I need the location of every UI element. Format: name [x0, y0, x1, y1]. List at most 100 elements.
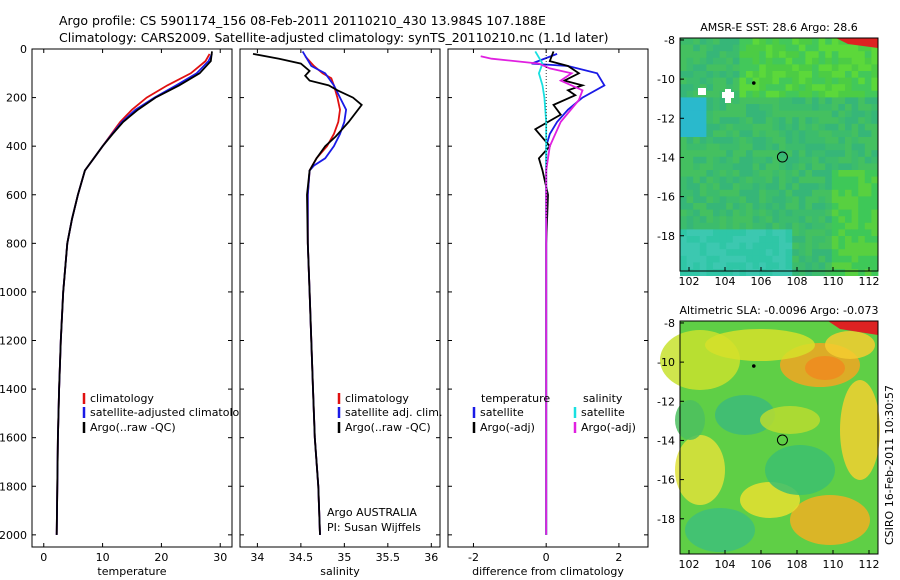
x-tick-label: 34 — [250, 551, 264, 564]
map-cell — [825, 196, 833, 204]
map-cell — [693, 130, 701, 138]
map-cell — [726, 71, 734, 78]
map-cell — [713, 249, 720, 257]
map-cell — [726, 143, 734, 151]
map-cell — [713, 77, 720, 85]
map-cell — [719, 150, 727, 158]
map-cell — [785, 150, 793, 158]
map-cell — [752, 262, 760, 270]
plot-frame — [447, 48, 649, 548]
map-cell — [680, 51, 687, 59]
map-cell — [680, 156, 687, 164]
map-cell — [864, 196, 872, 204]
map-cell — [732, 130, 740, 138]
map-cell — [713, 255, 720, 263]
map-cell — [858, 176, 866, 184]
map-cell — [732, 269, 740, 276]
map-cell — [686, 137, 694, 144]
map-cell — [812, 156, 819, 164]
profile-location-marker — [776, 434, 788, 446]
map-cell — [686, 97, 694, 105]
map-cell — [858, 77, 866, 85]
map-cell — [759, 77, 767, 85]
map-cell — [825, 64, 833, 72]
map-blob — [705, 329, 815, 361]
map-cell — [798, 196, 806, 204]
map-cell — [680, 44, 687, 52]
map-cell — [752, 189, 760, 197]
map-cell — [838, 236, 846, 243]
map-cell — [792, 143, 800, 151]
map-cell — [838, 71, 846, 78]
map-cell — [779, 163, 786, 171]
map-cell — [726, 236, 734, 243]
map-cell — [858, 163, 866, 171]
x-tick-label: 106 — [751, 275, 772, 288]
map-cell — [693, 110, 701, 118]
map-cell — [792, 229, 800, 237]
map-cell — [752, 170, 760, 177]
map-cell — [805, 236, 813, 243]
map-cell — [831, 269, 839, 276]
map-cell — [719, 44, 727, 52]
map-cell — [719, 143, 727, 151]
map-field — [660, 321, 880, 554]
map-cell — [838, 90, 846, 98]
map-cell — [759, 176, 767, 184]
map-cell — [812, 97, 819, 105]
map-cell — [765, 176, 773, 184]
map-cell — [726, 203, 734, 210]
map-cell — [779, 44, 786, 52]
map-cell — [851, 262, 859, 270]
y-tick-label: -16 — [657, 191, 675, 204]
map-cell — [739, 64, 747, 72]
x-tick-label: 36 — [424, 551, 438, 564]
map-cell — [831, 84, 839, 92]
map-cell — [851, 189, 859, 197]
map-cell — [825, 216, 833, 224]
map-cell — [785, 104, 793, 111]
map-cell — [739, 77, 747, 85]
map-cell — [772, 84, 780, 92]
map-cell — [779, 242, 786, 250]
map-cell — [746, 97, 753, 105]
map-cell — [680, 262, 687, 270]
map-cell — [871, 150, 879, 158]
map-cell — [699, 150, 707, 158]
map-cell — [805, 130, 813, 138]
map-cell — [699, 196, 707, 204]
map-cell — [805, 64, 813, 72]
y-tick-label: -10 — [657, 356, 675, 369]
map-cell — [785, 216, 793, 224]
map-cell — [812, 196, 819, 204]
map-cell — [746, 196, 753, 204]
map-cell — [864, 176, 872, 184]
map-cell — [765, 90, 773, 98]
map-cell — [858, 183, 866, 191]
map-cell — [699, 229, 707, 237]
map-cell — [680, 196, 687, 204]
side-label: CSIRO 16-Feb-2011 10:30:57 — [883, 385, 896, 545]
map-cell — [693, 44, 701, 52]
map-cell — [779, 77, 786, 85]
map-cell — [779, 71, 786, 78]
map-cell — [818, 90, 826, 98]
y-tick-label: -10 — [657, 73, 675, 86]
map-cell — [792, 117, 800, 125]
missing-data-patch — [725, 89, 731, 103]
map-cell — [812, 110, 819, 118]
map-cell — [732, 71, 740, 78]
map-cell — [798, 51, 806, 59]
map-cell — [686, 176, 694, 184]
map-cell — [693, 104, 701, 111]
map-blob — [805, 356, 845, 380]
map-cell — [798, 269, 806, 276]
map-cell — [752, 71, 760, 78]
map-cell — [706, 229, 714, 237]
salinity-profile-plot: 34 34.5 35 35.5 36 salinity climatologysatelli… — [239, 48, 442, 578]
map-cell — [792, 104, 800, 111]
map-cell — [818, 196, 826, 204]
map-cell — [739, 242, 747, 250]
map-cell — [772, 64, 780, 72]
